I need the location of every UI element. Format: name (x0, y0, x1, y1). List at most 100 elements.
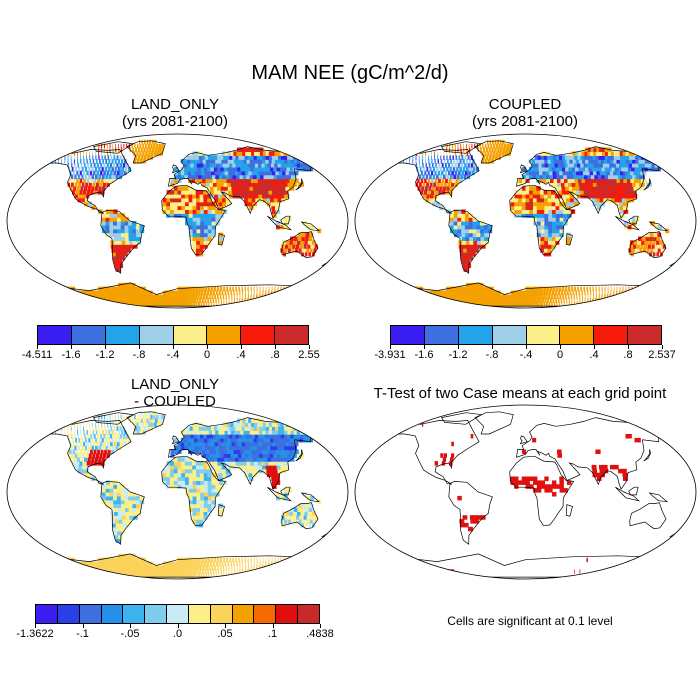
map-cell (98, 155, 100, 160)
map-cell (177, 290, 181, 296)
map-cell (580, 174, 586, 180)
map-cell (98, 437, 101, 443)
map-cell (204, 290, 207, 296)
map-cell (270, 290, 273, 296)
map-cell (149, 410, 151, 416)
map-cell (103, 414, 105, 420)
map-cell (547, 159, 552, 164)
map-cell (229, 434, 235, 439)
map-cell (116, 286, 123, 292)
map-cell (571, 286, 574, 292)
map-cell (136, 430, 140, 435)
map-cell (203, 197, 208, 203)
map-cell (585, 302, 588, 307)
map-cell (285, 294, 289, 299)
map-cell (468, 224, 474, 230)
map-cell (514, 484, 519, 489)
map-cell (448, 178, 452, 183)
coastlines (386, 411, 685, 578)
map-cell (216, 573, 217, 578)
map-cell (87, 434, 89, 439)
map-cell (466, 248, 472, 253)
map-cell (512, 298, 516, 303)
map-cell (522, 449, 527, 454)
map-cell (154, 418, 158, 423)
map-cell (554, 163, 560, 168)
map-cell (199, 464, 204, 470)
map-cell (67, 155, 69, 160)
map-cell (595, 193, 601, 199)
map-cell (448, 302, 456, 307)
map-cell (75, 294, 84, 299)
map-cell (506, 298, 511, 303)
map-cell (192, 201, 197, 207)
map-cell (610, 193, 615, 199)
map-cell (200, 213, 205, 218)
map-cell (207, 480, 213, 485)
map-cell (200, 476, 205, 481)
map-cell (311, 240, 316, 245)
map-cell (540, 228, 545, 234)
map-cell (518, 193, 523, 199)
map-cell (219, 163, 225, 168)
map-cell (177, 190, 182, 195)
map-cell (164, 569, 168, 574)
map-cell (215, 290, 218, 296)
map-cell (477, 244, 482, 249)
map-cell (214, 557, 217, 563)
map-cell (196, 244, 201, 249)
map-cell (457, 228, 463, 234)
map-cell (624, 221, 629, 226)
map-cell (630, 290, 632, 296)
map-cell (510, 480, 515, 485)
map-cell (198, 286, 202, 292)
map-cell (187, 441, 192, 447)
map-cell (492, 302, 498, 307)
map-cell (218, 503, 224, 509)
map-cell (306, 519, 310, 524)
map-cell (585, 182, 591, 187)
map-cell (296, 561, 299, 567)
map-cell (491, 294, 497, 299)
map-cell (93, 178, 97, 183)
map-cell (586, 155, 592, 160)
map-cell (512, 302, 517, 307)
map-cell (205, 178, 211, 183)
map-cell (129, 511, 134, 516)
map-cell (304, 561, 308, 567)
map-cell (241, 453, 247, 458)
map-cell (113, 221, 118, 226)
map-cell (208, 302, 210, 307)
map-cell (637, 286, 639, 292)
map-cell (589, 170, 595, 176)
map-cell (301, 232, 306, 238)
map-cell (558, 166, 564, 172)
map-cell (463, 267, 469, 272)
map-cell (556, 294, 559, 299)
map-cell (275, 205, 280, 210)
map-cell (98, 414, 100, 420)
map-cell (207, 170, 213, 176)
map-cell (120, 495, 126, 501)
map-cell (634, 151, 642, 156)
map-cell (572, 159, 578, 164)
map-cell (545, 166, 550, 172)
map-cell (522, 166, 527, 172)
map-cell (218, 480, 224, 485)
map-cell (118, 437, 121, 443)
map-cell (49, 557, 58, 563)
map-cell (245, 434, 251, 439)
map-cell (446, 151, 447, 156)
map-cell (125, 507, 130, 512)
map-cell (119, 426, 122, 431)
coastline-new-guinea (648, 492, 669, 503)
map-cell (555, 228, 560, 234)
map-cell (287, 445, 294, 451)
map-cell (449, 221, 455, 226)
map-cell (173, 193, 179, 199)
map-cell (596, 163, 602, 168)
map-cell (173, 461, 179, 466)
map-cell (207, 468, 212, 474)
map-cell (244, 286, 246, 292)
map-cell (69, 298, 78, 303)
